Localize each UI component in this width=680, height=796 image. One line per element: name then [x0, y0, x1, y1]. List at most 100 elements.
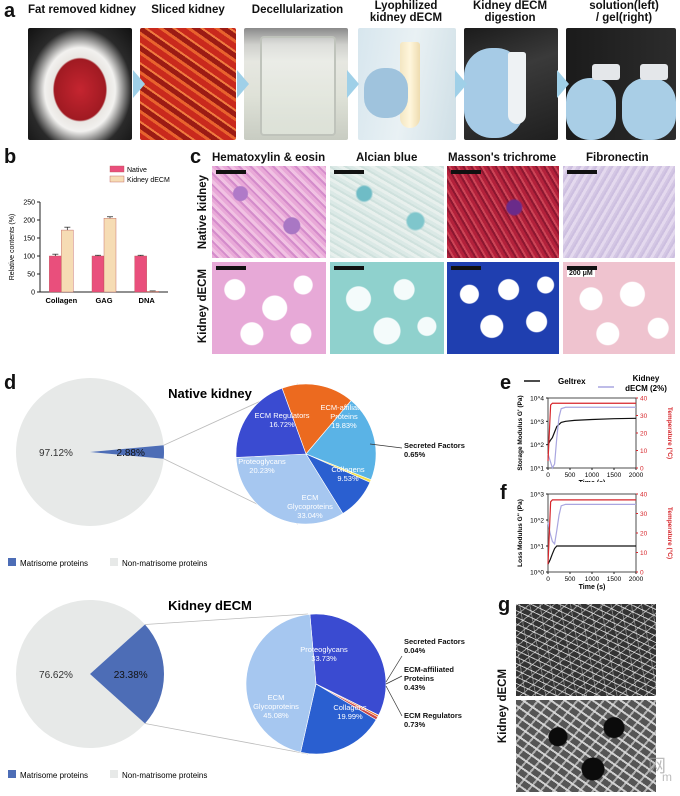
histology-row-decm: Kidney dECM [197, 268, 209, 344]
x-axis-label: Time (s) [579, 584, 606, 591]
bar-native [91, 255, 105, 293]
series-line-geltrex [547, 545, 636, 565]
scale-bar [216, 170, 246, 174]
histology-col-he: Hematoxylin & eosin [212, 152, 326, 164]
scale-bar [451, 170, 481, 174]
legend-label: Matrisome proteins [20, 559, 88, 568]
watermark: 网 [648, 756, 666, 776]
histology-col-fibronectin: Fibronectin [586, 152, 649, 164]
bar-kidney-decm [61, 229, 74, 293]
bar-kidney-decm [103, 217, 117, 293]
slice-label: Glycoproteins [253, 702, 299, 711]
callout-line [385, 655, 403, 683]
callout-line [385, 685, 403, 717]
slice-label: Proteins [404, 674, 434, 683]
legend-label: Non-matrisome proteins [122, 559, 207, 568]
y2-tick-label: 0 [640, 466, 644, 473]
bar-native [134, 255, 147, 293]
step-title-2: Sliced kidney [151, 4, 225, 16]
y-axis-label: Loss Modulus G'' (Pa) [517, 499, 524, 567]
series-line-temperature [547, 499, 636, 565]
slice-value: 19.83% [331, 421, 357, 430]
legend-label: Kidney dECM [127, 177, 170, 184]
x-tick-label: GAG [95, 296, 112, 305]
y-tick-label: 10^1 [530, 466, 544, 473]
pie-slice-ecm-glycoproteins [235, 453, 344, 525]
x-tick-label: 0 [546, 472, 550, 479]
y-tick-label: 10^3 [530, 419, 544, 426]
bar-kidney-decm [146, 291, 159, 293]
pie-slice-collagens [300, 683, 377, 755]
y2-tick-label: 0 [640, 570, 644, 577]
pie-slice-matrisome [90, 445, 165, 459]
y-axis-label: Storage Modulus G' (Pa) [517, 395, 524, 470]
x-axis-label: Time (s) [579, 480, 606, 482]
legend-label: Native [127, 167, 147, 174]
panel-g-letter: g [498, 594, 511, 616]
y2-axis-label: Temperature (°C) [666, 407, 674, 459]
tube-shape [640, 64, 668, 80]
y2-tick-label: 10 [640, 550, 648, 557]
pie-slice-matrisome [90, 624, 164, 724]
panel-e-letter: e [500, 372, 512, 394]
micrograph-native-he [212, 166, 326, 258]
x-tick-label: 500 [565, 472, 576, 479]
y2-axis-label: Temperature (°C) [666, 507, 674, 559]
pie-section-title: Kidney dECM [168, 598, 252, 613]
pie-label: 76.62% [39, 670, 73, 681]
slice-label: Proteoglycans [238, 457, 286, 466]
slice-label: ECM Regulators [254, 411, 309, 420]
glove-shape [364, 68, 408, 118]
slice-value: 33.73% [311, 654, 337, 663]
slice-label: Secreted Factors [404, 637, 465, 646]
loss-modulus-chart: 0 500 1000 1500 2000 Time (s) 10^0 10^1 10^2 10^3… [517, 492, 674, 592]
slice-label: ECM-affiliated [321, 403, 368, 412]
y-tick-label: 10^3 [530, 492, 544, 499]
tube-shape [508, 52, 526, 124]
panel-a-letter: a [4, 0, 16, 22]
photo-fat-removed-kidney [28, 28, 132, 140]
scale-bar [451, 266, 481, 270]
arrow-icon [347, 70, 359, 98]
photo-solution-gel [566, 28, 676, 140]
y-tick-label: 10^0 [530, 570, 544, 577]
slice-value: 0.73% [404, 720, 426, 729]
panel-f-letter: f [500, 482, 507, 504]
arrow-icon [133, 70, 145, 98]
glove-shape [622, 78, 676, 140]
y-tick-label: 10^2 [530, 518, 544, 525]
y-tick-label: 200 [23, 218, 35, 225]
arrow-icon [557, 70, 569, 98]
y2-tick-label: 40 [640, 492, 648, 499]
series-line-geltrex [547, 417, 637, 445]
sem-image-bottom [516, 700, 656, 792]
slice-label: ECM [268, 693, 285, 702]
pie-slice-ecm-affiliated-proteins [305, 400, 377, 481]
arrow-icon [237, 70, 249, 98]
step-title-5: Kidney dECM digestion [472, 0, 548, 24]
scale-bar [567, 170, 597, 174]
histology-col-masson: Masson's trichrome [448, 152, 557, 164]
slice-label: ECM-affiliated [404, 665, 454, 674]
legend-swatch-non-matrisome [110, 558, 118, 566]
slice-value: 0.65% [404, 450, 426, 459]
photo-lyophilized-decm [358, 28, 456, 140]
series-line-kidney-decm-2- [547, 406, 636, 470]
y-tick-label: 50 [27, 272, 35, 279]
slice-label: Collagens [331, 465, 365, 474]
legend-swatch-matrisome [8, 770, 16, 778]
micrograph-native-fibronectin [563, 166, 675, 258]
pie-label: 23.38% [114, 670, 148, 681]
slice-value: 0.43% [404, 683, 426, 692]
panel-c-letter: c [190, 146, 202, 168]
pie-slice-non-matrisome [16, 378, 164, 526]
slice-label: ECM Regulators [404, 711, 462, 720]
histology-row-native: Native kidney [197, 174, 209, 250]
legend-label: dECM (2%) [625, 384, 667, 393]
scale-bar [567, 266, 597, 270]
micrograph-decm-alcian [330, 262, 444, 354]
histology-col-alcian: Alcian blue [356, 152, 418, 164]
legend-label: Non-matrisome proteins [122, 771, 207, 780]
sem-image-top [516, 604, 656, 696]
step-title-6: solution(left) / gel(right) [589, 0, 659, 24]
